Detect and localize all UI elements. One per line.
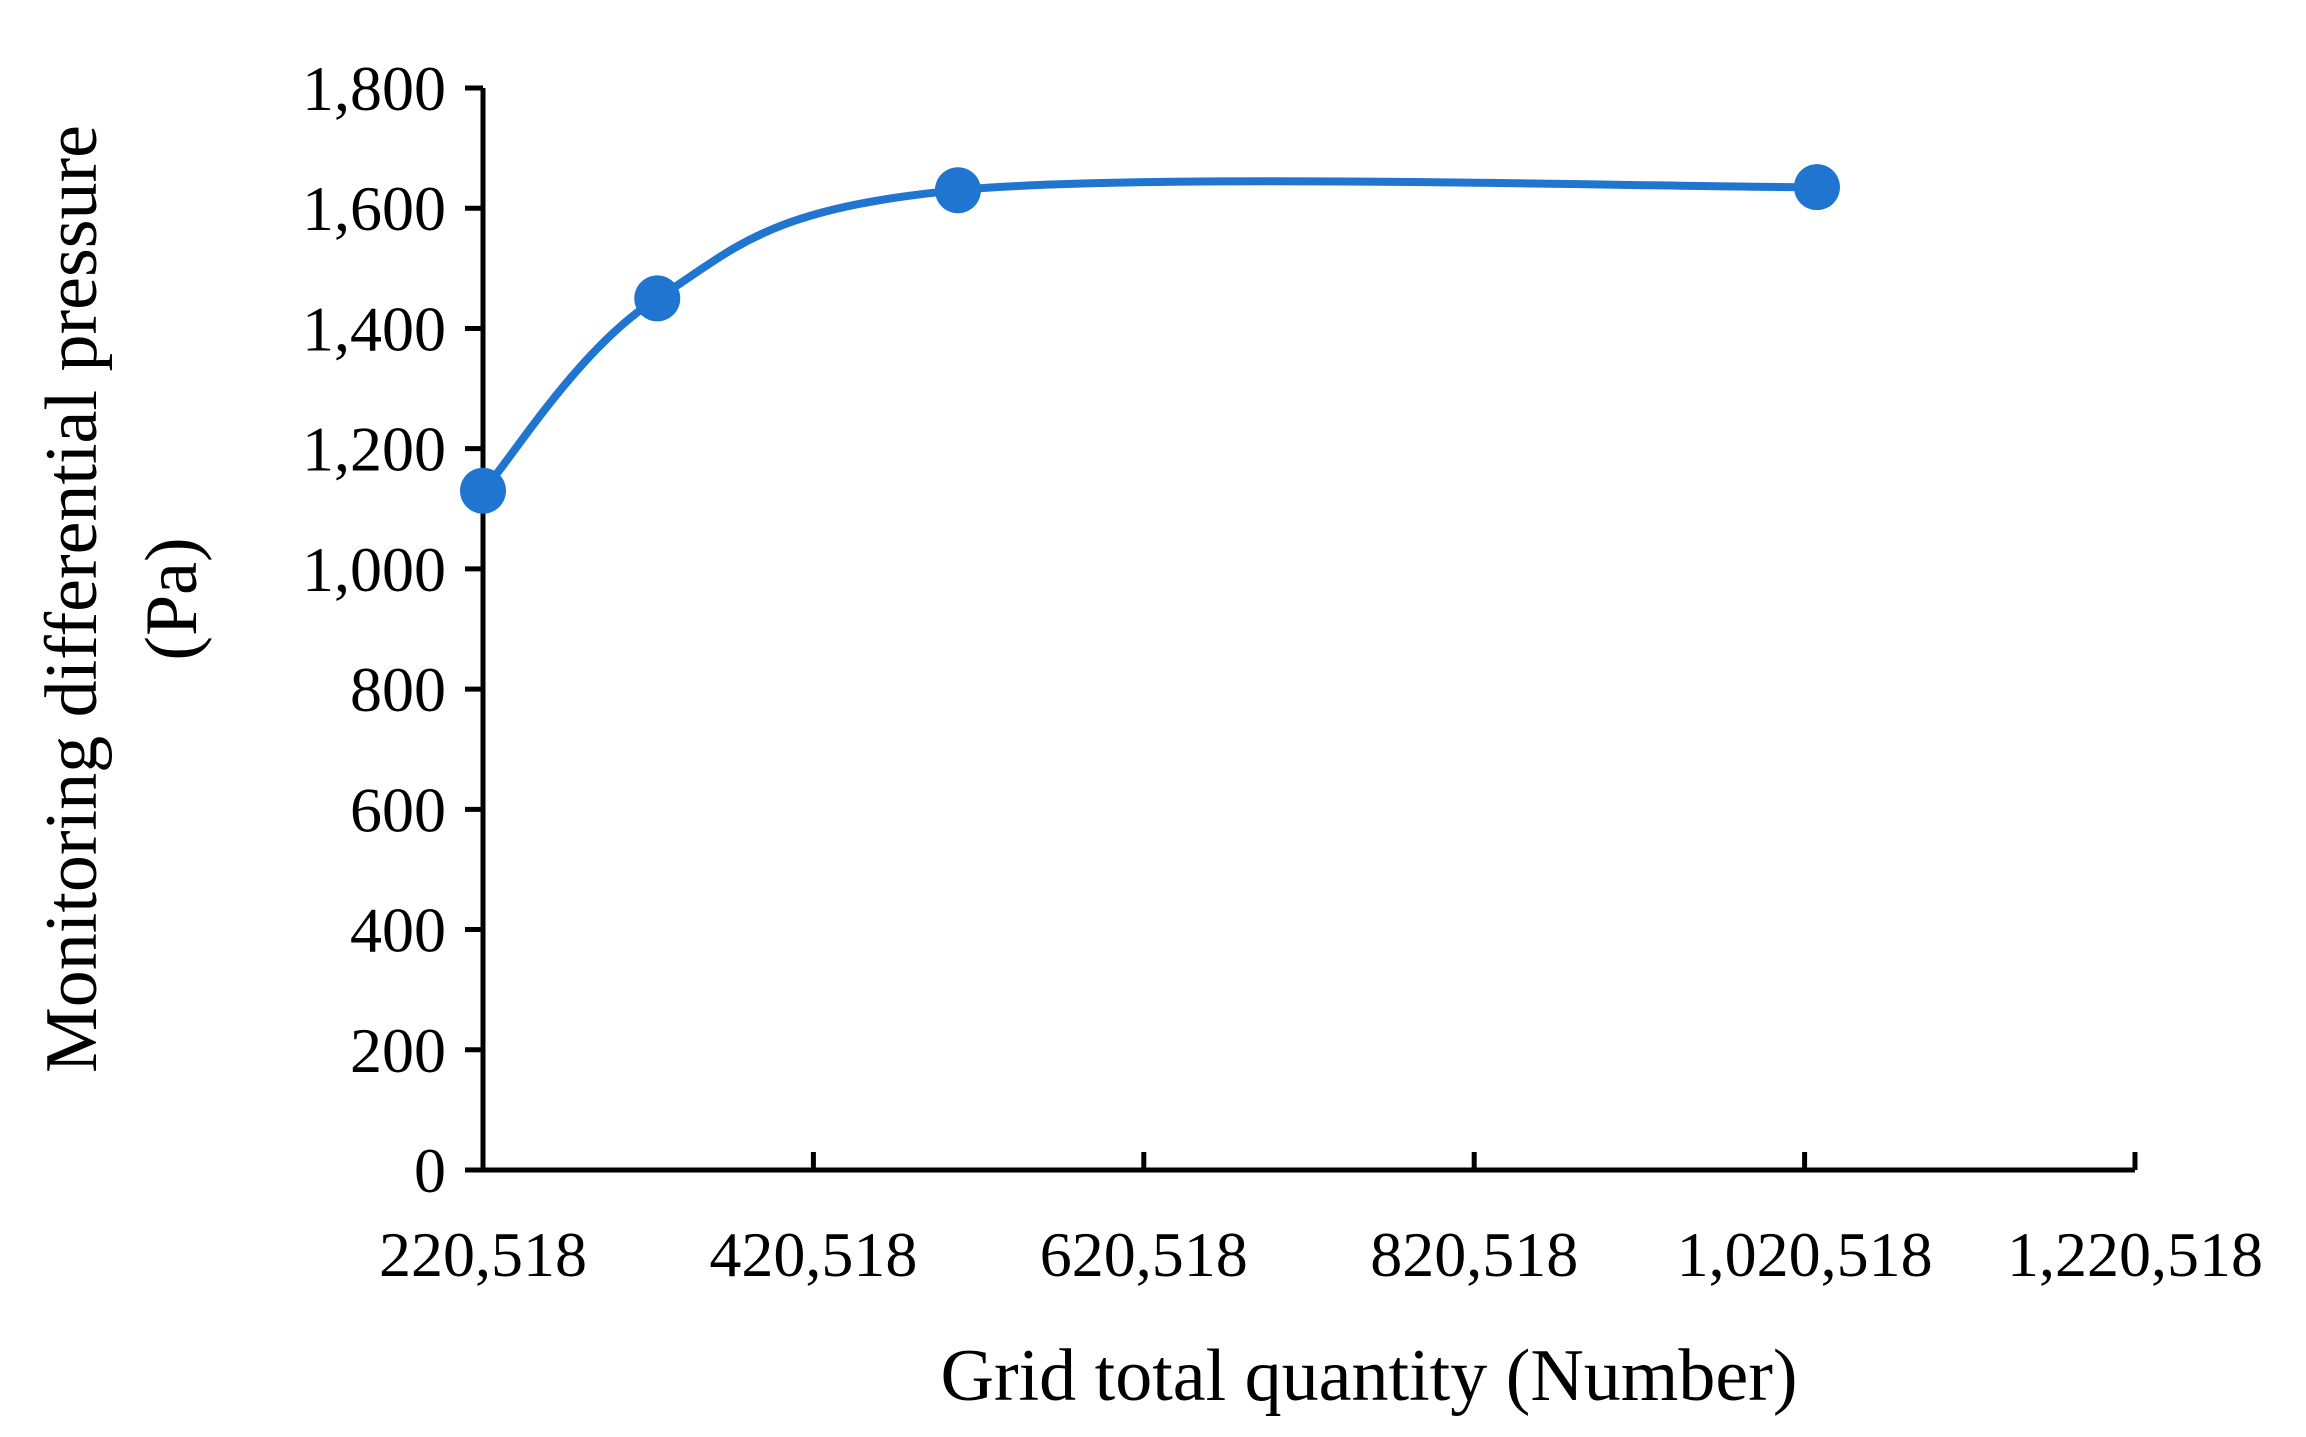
- series-line: [479, 177, 1821, 495]
- y-tick-label: 1,800: [302, 53, 446, 124]
- y-axis-title-line: (Pa): [131, 537, 213, 660]
- y-axis-title-line: Monitoring differential pressure: [31, 125, 113, 1073]
- data-point: [1793, 164, 1840, 211]
- x-tick-labels: 220,518 420,518 620,518 820,518 1,020,518 1,2…: [379, 1219, 2263, 1290]
- y-tick-label: 800: [350, 654, 446, 725]
- y-tick-label: 200: [350, 1015, 446, 1086]
- y-tick-label: 1,600: [302, 173, 446, 244]
- y-axis-title: Monitoring differential pressure (Pa): [31, 125, 213, 1073]
- data-point: [934, 167, 981, 214]
- axis-ticks: [465, 85, 2138, 1173]
- y-tick-label: 600: [350, 774, 446, 845]
- x-tick-label: 620,518: [1040, 1219, 1248, 1290]
- data-markers: [460, 164, 1840, 514]
- x-tick-label: 220,518: [379, 1219, 587, 1290]
- y-tick-label: 1,000: [302, 534, 446, 605]
- data-point: [460, 467, 506, 514]
- x-axis-title: Grid total quantity (Number): [941, 1335, 1798, 1417]
- x-tick-label: 1,020,518: [1677, 1219, 1933, 1290]
- data-point: [634, 275, 681, 322]
- y-tick-label: 400: [350, 895, 446, 966]
- y-tick-label: 0: [414, 1135, 446, 1206]
- x-tick-label: 420,518: [709, 1219, 917, 1290]
- y-tick-labels: 0 200 400 600 800 1,000 1,200 1,400 1,600 1,800: [302, 53, 446, 1206]
- x-tick-label: 820,518: [1370, 1219, 1578, 1290]
- x-tick-label: 1,220,518: [2007, 1219, 2263, 1290]
- y-tick-label: 1,200: [302, 414, 446, 485]
- y-tick-label: 1,400: [302, 293, 446, 364]
